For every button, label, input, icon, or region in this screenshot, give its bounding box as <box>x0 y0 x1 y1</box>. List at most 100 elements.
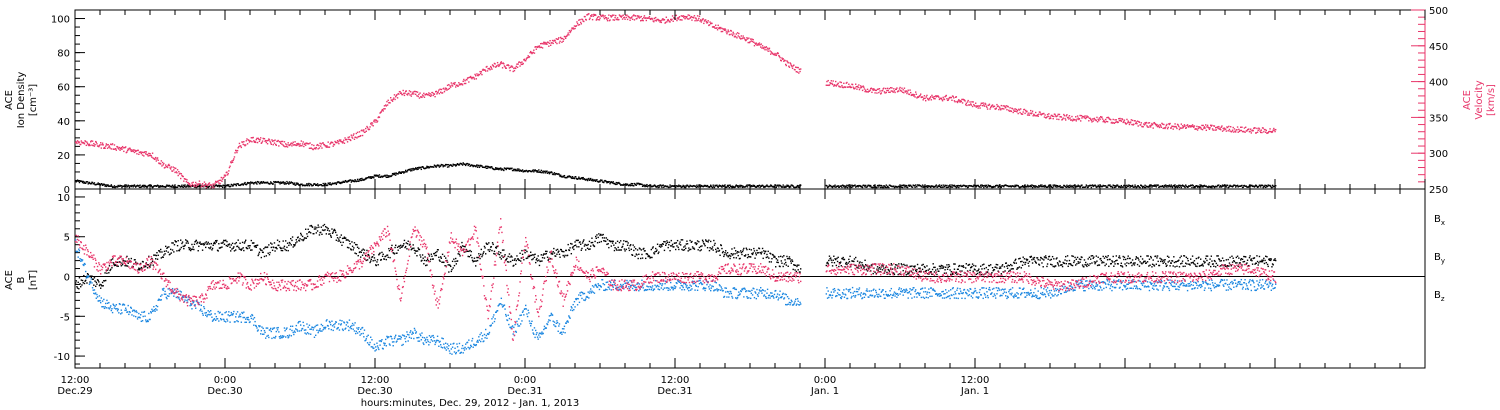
velocity-point <box>1129 122 1131 124</box>
bx-point <box>171 249 174 251</box>
velocity-point <box>1014 108 1016 110</box>
bx-point <box>635 248 637 250</box>
velocity-point <box>707 20 709 22</box>
velocity-point <box>268 138 270 140</box>
velocity-point <box>240 145 242 147</box>
velocity-point <box>827 79 829 82</box>
bx-point <box>245 239 247 241</box>
velocity-point <box>541 42 543 45</box>
velocity-point <box>653 17 656 20</box>
velocity-point <box>331 141 334 144</box>
velocity-point <box>1134 120 1136 122</box>
velocity-point <box>1223 129 1225 131</box>
bx-point <box>387 256 389 259</box>
bx-point <box>98 281 100 283</box>
density-point <box>1087 186 1089 188</box>
density-point <box>885 186 887 189</box>
density-point <box>320 184 323 186</box>
velocity-point <box>500 61 503 63</box>
velocity-point <box>1215 129 1218 131</box>
bx-point <box>580 243 582 245</box>
velocity-point <box>616 17 619 19</box>
bx-point <box>206 243 209 245</box>
velocity-point <box>1127 120 1129 122</box>
bx-point <box>741 250 744 253</box>
bx-point <box>728 254 731 257</box>
velocity-point <box>145 151 148 153</box>
bx-point <box>594 240 596 243</box>
velocity-point <box>1120 120 1123 122</box>
velocity-point <box>80 143 82 146</box>
density-point <box>844 186 846 189</box>
velocity-point <box>201 182 204 185</box>
velocity-point <box>520 61 522 64</box>
velocity-point <box>481 73 483 76</box>
density-point <box>588 177 590 180</box>
velocity-point <box>496 61 499 64</box>
velocity-point <box>956 100 958 103</box>
velocity-point <box>1188 126 1190 128</box>
bx-point <box>750 249 753 251</box>
velocity-point <box>304 142 306 145</box>
velocity-point <box>916 97 918 99</box>
velocity-point <box>842 86 844 89</box>
velocity-point <box>863 88 866 90</box>
bx-point <box>503 249 505 251</box>
velocity-point <box>450 86 452 88</box>
velocity-point <box>855 85 858 88</box>
density-point <box>1259 184 1261 187</box>
density-point <box>1021 186 1023 188</box>
bx-point <box>462 249 464 251</box>
density-point <box>927 185 929 187</box>
density-point <box>960 184 962 187</box>
bx-point <box>422 257 424 259</box>
density-point <box>181 184 183 186</box>
velocity-point <box>860 86 863 89</box>
velocity-point <box>301 145 303 147</box>
velocity-point <box>561 37 564 40</box>
density-point <box>903 184 905 186</box>
velocity-point <box>946 97 948 100</box>
density-point <box>761 184 764 187</box>
density-point <box>921 186 923 188</box>
bx-point <box>607 243 609 245</box>
velocity-point <box>956 101 959 104</box>
bx-point <box>170 252 173 254</box>
bx-point <box>686 243 689 245</box>
bx-point <box>427 260 429 262</box>
density-point <box>284 181 286 184</box>
bx-point <box>343 237 345 239</box>
velocity-point <box>245 144 247 146</box>
bx-point <box>316 230 319 232</box>
bx-point <box>669 249 671 252</box>
velocity-point <box>983 104 985 106</box>
bx-point <box>498 251 500 253</box>
density-point <box>1270 185 1272 187</box>
velocity-point <box>977 107 979 109</box>
velocity-point <box>1030 109 1032 112</box>
bx-point <box>436 250 438 253</box>
top-ylabel-line3: [cm⁻³] <box>28 84 39 116</box>
bx-point <box>170 248 172 251</box>
bx-point <box>211 249 213 251</box>
velocity-point <box>1128 123 1131 126</box>
velocity-point <box>771 52 774 55</box>
bx-point <box>630 248 633 250</box>
velocity-point <box>86 142 89 145</box>
bx-point <box>213 241 216 244</box>
density-point <box>486 165 488 167</box>
velocity-point <box>454 81 456 84</box>
density-point <box>684 185 686 187</box>
velocity-point <box>838 86 841 88</box>
velocity-point <box>351 136 353 138</box>
bx-point <box>243 242 246 244</box>
bx-point <box>223 239 225 242</box>
density-point <box>1031 186 1034 189</box>
density-point <box>438 164 440 166</box>
bx-point <box>290 237 292 240</box>
density-point <box>1185 184 1187 186</box>
density-point <box>1056 186 1058 188</box>
density-point <box>956 186 959 188</box>
bx-point <box>656 249 658 251</box>
velocity-point <box>993 105 996 108</box>
